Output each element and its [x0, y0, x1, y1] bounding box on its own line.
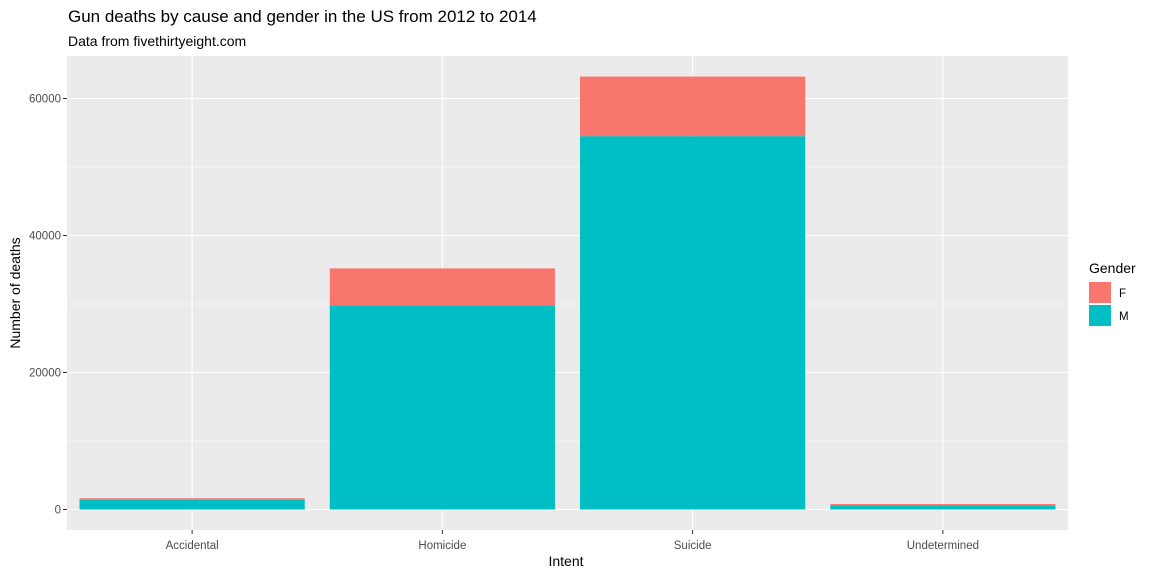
legend-title: Gender: [1089, 260, 1136, 276]
bar-homicide-f: [329, 268, 555, 306]
bar-accidental-m: [79, 499, 305, 510]
x-tick-label: Undetermined: [907, 540, 979, 552]
chart-subtitle: Data from fivethirtyeight.com: [68, 33, 246, 49]
legend-label-m: M: [1119, 311, 1129, 323]
x-axis-ticks: Accidental Homicide Suicide Undetermined: [166, 530, 979, 552]
y-tick-label: 60000: [29, 94, 61, 106]
bars: [79, 76, 1056, 510]
bar-accidental-f: [79, 498, 305, 500]
y-tick-label: 0: [55, 505, 61, 517]
bar-homicide-m: [329, 305, 555, 510]
plot-panel: [67, 56, 1068, 530]
y-axis-ticks: 0 20000 40000 60000: [29, 94, 67, 517]
y-tick-label: 20000: [29, 368, 61, 380]
x-axis-label: Intent: [548, 553, 583, 569]
bar-undetermined-f: [830, 504, 1056, 506]
chart-title: Gun deaths by cause and gender in the US…: [68, 7, 537, 26]
legend: Gender FM: [1089, 260, 1136, 326]
x-tick-label: Homicide: [418, 540, 466, 552]
y-axis-label: Number of deaths: [7, 237, 23, 348]
bar-suicide-f: [580, 76, 806, 137]
y-tick-label: 40000: [29, 231, 61, 243]
x-tick-label: Accidental: [166, 540, 219, 552]
legend-label-f: F: [1119, 288, 1126, 300]
bar-undetermined-m: [830, 505, 1056, 510]
legend-key-m: [1089, 305, 1111, 326]
x-tick-label: Suicide: [674, 540, 712, 552]
legend-key-f: [1089, 282, 1111, 303]
bar-suicide-m: [580, 136, 806, 510]
